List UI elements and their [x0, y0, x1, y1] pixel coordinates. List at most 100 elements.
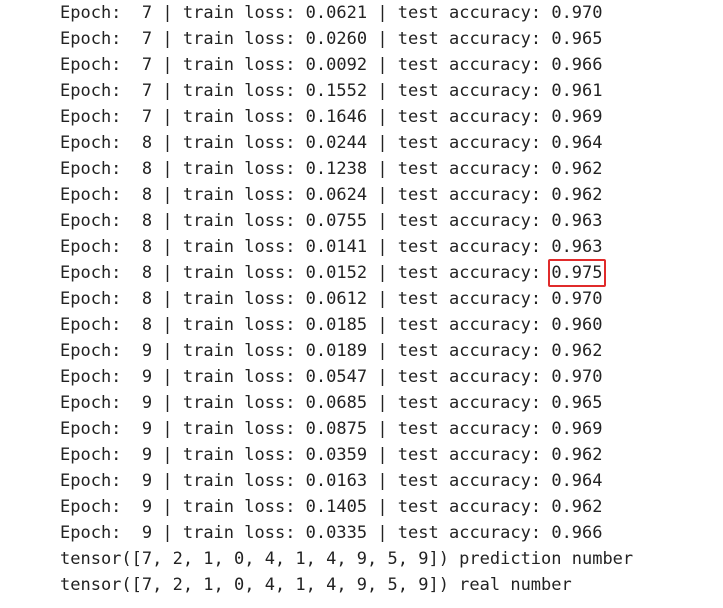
log-line: Epoch: 8 | train loss: 0.0141 | test acc…: [60, 234, 633, 260]
train-loss-value: 0.0755: [305, 211, 368, 231]
epoch-label: Epoch:: [60, 55, 142, 75]
train-loss-label: | train loss:: [152, 419, 306, 439]
epoch-label: Epoch:: [60, 81, 142, 101]
epoch-label: Epoch:: [60, 419, 142, 439]
epoch-label: Epoch:: [60, 211, 142, 231]
epoch-value: 8: [141, 185, 153, 205]
test-accuracy-label: | test accuracy:: [367, 81, 552, 101]
test-accuracy-label: | test accuracy:: [367, 523, 552, 543]
train-loss-label: | train loss:: [152, 159, 306, 179]
train-loss-label: | train loss:: [152, 263, 306, 283]
test-accuracy-label: | test accuracy:: [367, 237, 552, 257]
train-loss-label: | train loss:: [152, 185, 306, 205]
test-accuracy-label: | test accuracy:: [367, 211, 552, 231]
epoch-value: 7: [141, 81, 153, 101]
test-accuracy-label: | test accuracy:: [367, 263, 552, 283]
test-accuracy-value: 0.962: [551, 185, 603, 205]
test-accuracy-label: | test accuracy:: [367, 289, 552, 309]
epoch-value: 7: [141, 29, 153, 49]
train-loss-label: | train loss:: [152, 445, 306, 465]
test-accuracy-value: 0.960: [551, 315, 603, 335]
log-line: Epoch: 8 | train loss: 0.0244 | test acc…: [60, 130, 633, 156]
test-accuracy-value: 0.964: [551, 133, 603, 153]
epoch-label: Epoch:: [60, 133, 142, 153]
epoch-value: 8: [141, 289, 153, 309]
train-loss-label: | train loss:: [152, 289, 306, 309]
train-loss-label: | train loss:: [152, 55, 306, 75]
train-loss-label: | train loss:: [152, 471, 306, 491]
log-line: Epoch: 9 | train loss: 0.1405 | test acc…: [60, 494, 633, 520]
log-line: Epoch: 8 | train loss: 0.0624 | test acc…: [60, 182, 633, 208]
epoch-value: 8: [141, 237, 153, 257]
train-loss-label: | train loss:: [152, 211, 306, 231]
epoch-label: Epoch:: [60, 289, 142, 309]
test-accuracy-label: | test accuracy:: [367, 315, 552, 335]
epoch-label: Epoch:: [60, 445, 142, 465]
test-accuracy-value: 0.970: [551, 289, 603, 309]
test-accuracy-value: 0.963: [551, 237, 603, 257]
epoch-value: 7: [141, 55, 153, 75]
test-accuracy-value: 0.970: [551, 3, 603, 23]
test-accuracy-value: 0.966: [551, 523, 603, 543]
epoch-value: 9: [141, 367, 153, 387]
epoch-value: 9: [141, 497, 153, 517]
epoch-label: Epoch:: [60, 263, 142, 283]
epoch-value: 7: [141, 3, 153, 23]
test-accuracy-value: 0.969: [551, 419, 603, 439]
epoch-label: Epoch:: [60, 471, 142, 491]
train-loss-value: 0.0875: [305, 419, 368, 439]
log-line: Epoch: 8 | train loss: 0.0612 | test acc…: [60, 286, 633, 312]
epoch-label: Epoch:: [60, 3, 142, 23]
epoch-label: Epoch:: [60, 237, 142, 257]
test-accuracy-label: | test accuracy:: [367, 445, 552, 465]
train-loss-value: 0.0092: [305, 55, 368, 75]
log-line: Epoch: 7 | train loss: 0.1552 | test acc…: [60, 78, 633, 104]
console-output: Epoch: 7 | train loss: 0.0621 | test acc…: [60, 0, 633, 598]
train-loss-value: 0.1552: [305, 81, 368, 101]
log-line: Epoch: 9 | train loss: 0.0547 | test acc…: [60, 364, 633, 390]
epoch-label: Epoch:: [60, 315, 142, 335]
test-accuracy-value: 0.965: [551, 29, 603, 49]
train-loss-value: 0.0621: [305, 3, 368, 23]
train-loss-value: 0.0547: [305, 367, 368, 387]
test-accuracy-label: | test accuracy:: [367, 497, 552, 517]
train-loss-label: | train loss:: [152, 523, 306, 543]
test-accuracy-label: | test accuracy:: [367, 471, 552, 491]
test-accuracy-value-highlighted: 0.975: [548, 259, 606, 287]
train-loss-value: 0.0624: [305, 185, 368, 205]
train-loss-value: 0.0141: [305, 237, 368, 257]
train-loss-label: | train loss:: [152, 107, 306, 127]
log-line: Epoch: 9 | train loss: 0.0685 | test acc…: [60, 390, 633, 416]
test-accuracy-value: 0.962: [551, 341, 603, 361]
test-accuracy-value: 0.966: [551, 55, 603, 75]
train-loss-value: 0.0244: [305, 133, 368, 153]
log-line: Epoch: 8 | train loss: 0.0185 | test acc…: [60, 312, 633, 338]
epoch-value: 9: [141, 393, 153, 413]
epoch-label: Epoch:: [60, 367, 142, 387]
log-line: Epoch: 7 | train loss: 0.0260 | test acc…: [60, 26, 633, 52]
train-loss-value: 0.0163: [305, 471, 368, 491]
test-accuracy-label: | test accuracy:: [367, 55, 552, 75]
test-accuracy-value: 0.970: [551, 367, 603, 387]
test-accuracy-value: 0.969: [551, 107, 603, 127]
test-accuracy-value: 0.965: [551, 393, 603, 413]
test-accuracy-value: 0.961: [551, 81, 603, 101]
epoch-label: Epoch:: [60, 341, 142, 361]
train-loss-value: 0.0185: [305, 315, 368, 335]
train-loss-label: | train loss:: [152, 237, 306, 257]
train-loss-label: | train loss:: [152, 393, 306, 413]
train-loss-label: | train loss:: [152, 367, 306, 387]
epoch-label: Epoch:: [60, 393, 142, 413]
log-line: Epoch: 9 | train loss: 0.0163 | test acc…: [60, 468, 633, 494]
test-accuracy-value: 0.962: [551, 497, 603, 517]
test-accuracy-label: | test accuracy:: [367, 393, 552, 413]
epoch-label: Epoch:: [60, 107, 142, 127]
log-line: Epoch: 9 | train loss: 0.0875 | test acc…: [60, 416, 633, 442]
train-loss-label: | train loss:: [152, 341, 306, 361]
test-accuracy-value: 0.964: [551, 471, 603, 491]
train-loss-label: | train loss:: [152, 29, 306, 49]
log-line: Epoch: 8 | train loss: 0.0755 | test acc…: [60, 208, 633, 234]
train-loss-label: | train loss:: [152, 133, 306, 153]
test-accuracy-label: | test accuracy:: [367, 341, 552, 361]
test-accuracy-label: | test accuracy:: [367, 29, 552, 49]
